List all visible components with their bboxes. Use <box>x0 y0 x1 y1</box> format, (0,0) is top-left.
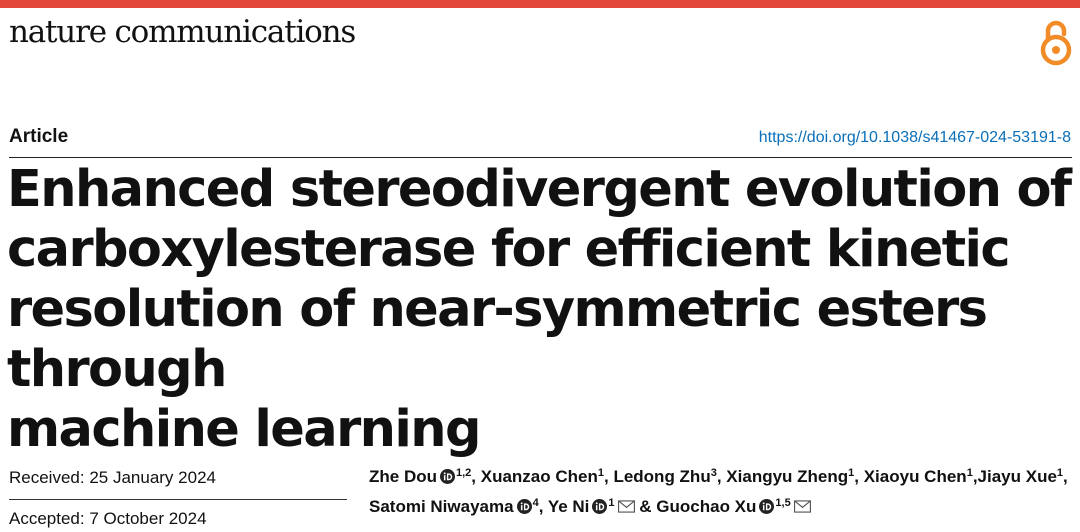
author[interactable]: Ye Ni 1 <box>548 497 635 516</box>
author-name[interactable]: Guochao Xu <box>656 497 757 516</box>
affiliation-marker: 4 <box>532 497 539 509</box>
author-separator: , <box>538 497 548 516</box>
author-separator: & <box>634 497 657 516</box>
affiliation-marker: 3 <box>710 467 717 479</box>
author[interactable]: Satomi Niwayama 4 <box>369 497 539 516</box>
author-name[interactable]: Ledong Zhu <box>613 467 711 486</box>
author-name[interactable]: Jiayu Xue <box>977 467 1057 486</box>
open-access-lock-icon <box>1040 20 1072 66</box>
orcid-icon[interactable] <box>440 469 455 484</box>
title-line: resolution of near-symmetric esters thro… <box>7 280 988 399</box>
title-line: machine learning <box>7 400 481 459</box>
author[interactable]: Xiaoyu Chen1 <box>864 467 973 486</box>
journal-name[interactable]: nature communications <box>9 14 356 50</box>
author[interactable]: Ledong Zhu3 <box>613 467 716 486</box>
author[interactable]: Guochao Xu 1,5 <box>656 497 811 516</box>
author-separator: , <box>972 467 978 486</box>
author-name[interactable]: Zhe Dou <box>369 467 437 486</box>
author-name[interactable]: Xiangyu Zheng <box>726 467 849 486</box>
affiliation-marker: 1 <box>1056 467 1064 479</box>
received-date: Received: 25 January 2024 <box>9 468 216 487</box>
orcid-icon[interactable] <box>516 499 532 514</box>
affiliation-marker: 1 <box>848 467 855 479</box>
affiliation-marker: 1 <box>608 497 615 509</box>
author-name[interactable]: Xiaoyu Chen <box>863 467 967 486</box>
author-separator: , <box>471 467 481 486</box>
affiliation-marker: 1 <box>597 467 604 479</box>
title-line: Enhanced stereodivergent evolution of <box>7 160 1072 219</box>
author-separator: , <box>854 467 864 486</box>
mail-icon[interactable] <box>617 500 635 513</box>
author-name[interactable]: Ye Ni <box>547 497 590 516</box>
author[interactable]: Xiangyu Zheng1 <box>726 467 854 486</box>
accepted-date: Accepted: 7 October 2024 <box>9 509 207 528</box>
author-name[interactable]: Xuanzao Chen <box>480 467 598 486</box>
orcid-icon[interactable] <box>759 499 775 514</box>
header-divider <box>9 157 1072 158</box>
affiliation-marker: 1,2 <box>456 467 472 479</box>
journal-accent-bar <box>0 0 1080 8</box>
affiliation-marker: 1 <box>966 467 973 479</box>
dates-divider <box>9 499 347 500</box>
author-name[interactable]: Satomi Niwayama <box>369 497 514 516</box>
title-line: carboxylesterase for efficient kinetic <box>7 220 1011 279</box>
orcid-icon[interactable] <box>592 499 608 514</box>
mail-icon[interactable] <box>793 500 811 513</box>
author-separator: , <box>716 467 727 486</box>
affiliation-marker: 1,5 <box>775 497 791 509</box>
author[interactable]: Jiayu Xue1 <box>978 467 1064 486</box>
doi-link[interactable]: https://doi.org/10.1038/s41467-024-53191… <box>758 129 1071 146</box>
article-title: Enhanced stereodivergent evolution of ca… <box>7 160 1077 460</box>
author-list: Zhe Dou 1,2, Xuanzao Chen1, Ledong Zhu3, … <box>369 462 1074 522</box>
author-separator: , <box>604 467 614 486</box>
author-separator: , <box>1063 467 1068 486</box>
author[interactable]: Zhe Dou 1,2 <box>369 467 471 486</box>
article-type-label: Article <box>9 126 69 147</box>
author[interactable]: Xuanzao Chen1 <box>481 467 604 486</box>
